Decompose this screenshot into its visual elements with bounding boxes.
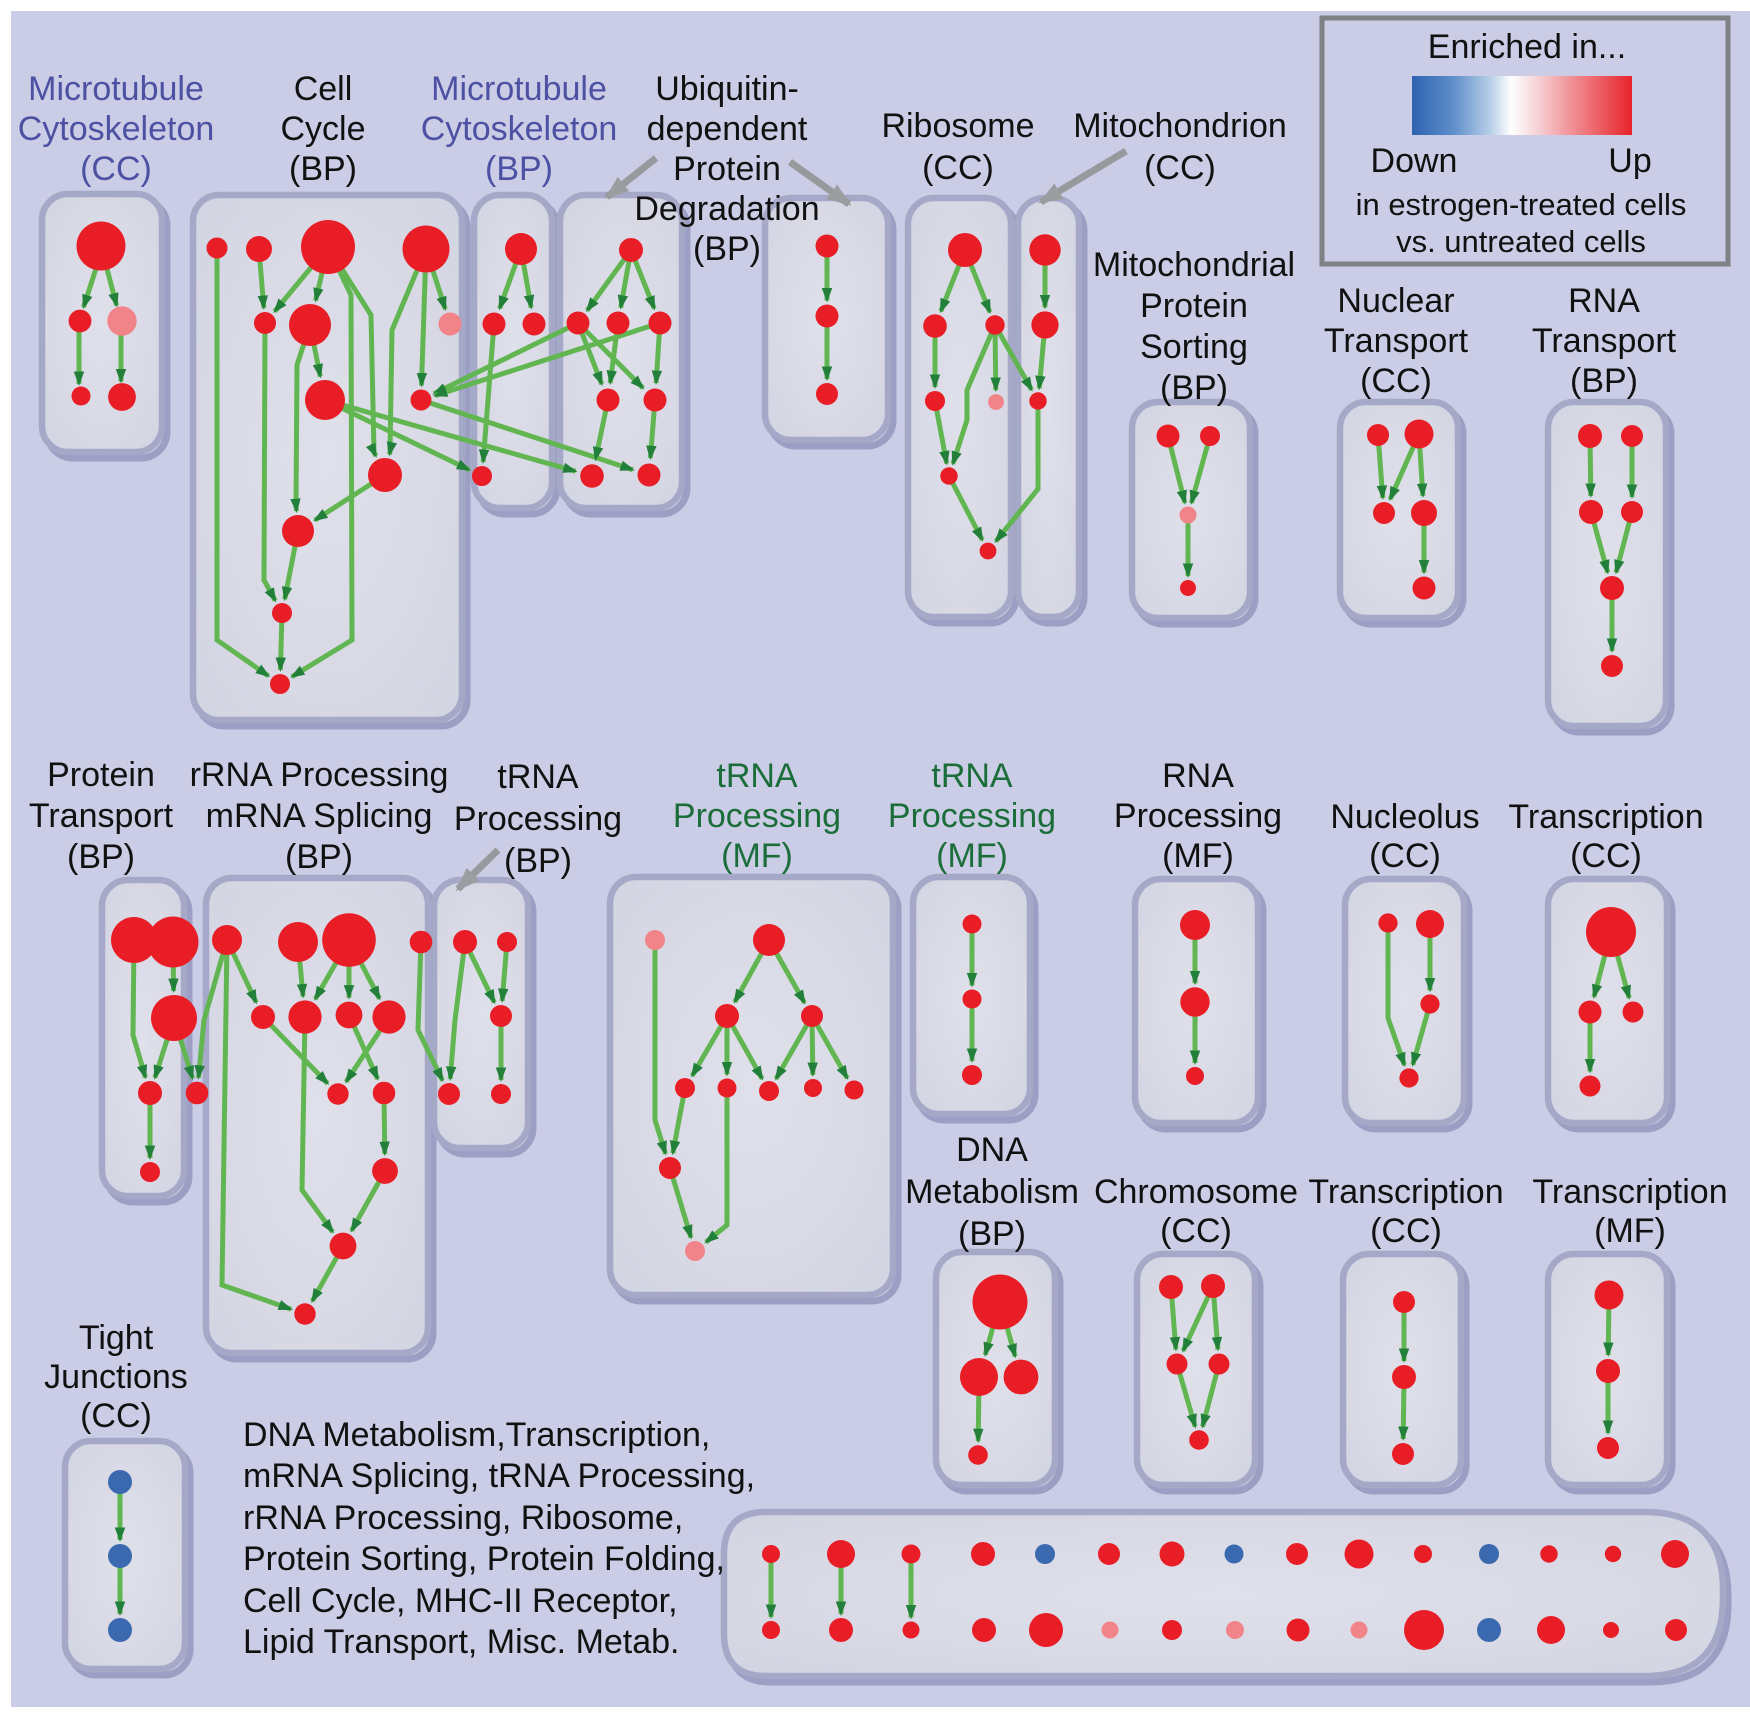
svg-text:RNA: RNA (1162, 757, 1234, 795)
svg-text:Nucleolus: Nucleolus (1330, 798, 1479, 836)
svg-text:(MF): (MF) (1594, 1212, 1666, 1250)
svg-text:(BP): (BP) (1160, 369, 1228, 407)
svg-text:Junctions: Junctions (44, 1358, 188, 1396)
svg-text:Cell: Cell (294, 70, 353, 108)
svg-text:Microtubule: Microtubule (28, 70, 204, 108)
svg-text:(MF): (MF) (1162, 837, 1234, 875)
svg-text:(BP): (BP) (289, 150, 357, 188)
svg-text:(CC): (CC) (1370, 1212, 1442, 1250)
svg-text:DNA: DNA (956, 1131, 1028, 1169)
svg-text:Processing: Processing (1114, 797, 1282, 835)
svg-text:tRNA: tRNA (497, 758, 579, 796)
svg-text:(CC): (CC) (1160, 1212, 1232, 1250)
svg-text:Transport: Transport (29, 797, 174, 835)
svg-text:Processing: Processing (888, 797, 1056, 835)
svg-text:Cell Cycle, MHC-II Receptor,: Cell Cycle, MHC-II Receptor, (243, 1582, 678, 1620)
svg-text:(BP): (BP) (1570, 362, 1638, 400)
svg-text:(CC): (CC) (922, 149, 994, 187)
svg-text:mRNA Splicing, tRNA Processing: mRNA Splicing, tRNA Processing, (243, 1457, 755, 1495)
svg-text:tRNA: tRNA (716, 757, 798, 795)
svg-text:Lipid Transport, Misc. Metab.: Lipid Transport, Misc. Metab. (243, 1623, 680, 1661)
svg-text:DNA Metabolism,Transcription,: DNA Metabolism,Transcription, (243, 1416, 710, 1454)
svg-text:Protein: Protein (1140, 287, 1248, 325)
svg-text:Processing: Processing (454, 800, 622, 838)
svg-text:(CC): (CC) (80, 1397, 152, 1435)
svg-text:(BP): (BP) (958, 1215, 1026, 1253)
svg-text:rRNA Processing: rRNA Processing (190, 756, 449, 794)
svg-text:Processing: Processing (673, 797, 841, 835)
svg-text:Tight: Tight (79, 1319, 154, 1357)
svg-text:Cytoskeleton: Cytoskeleton (421, 110, 618, 148)
svg-text:vs. untreated cells: vs. untreated cells (1396, 224, 1646, 259)
svg-text:(BP): (BP) (485, 150, 553, 188)
svg-text:Transcription: Transcription (1532, 1173, 1727, 1211)
svg-text:Up: Up (1608, 142, 1651, 180)
svg-text:Mitochondrion: Mitochondrion (1073, 107, 1287, 145)
svg-text:Down: Down (1371, 142, 1458, 180)
svg-text:Degradation: Degradation (634, 190, 819, 228)
svg-text:(BP): (BP) (285, 838, 353, 876)
svg-text:Microtubule: Microtubule (431, 70, 607, 108)
svg-text:(BP): (BP) (504, 842, 572, 880)
svg-text:Transcription: Transcription (1308, 1173, 1503, 1211)
svg-text:Transport: Transport (1532, 322, 1677, 360)
svg-text:(CC): (CC) (1369, 837, 1441, 875)
svg-text:Transcription: Transcription (1508, 798, 1703, 836)
svg-text:Metabolism: Metabolism (905, 1173, 1079, 1211)
svg-text:rRNA Processing, Ribosome,: rRNA Processing, Ribosome, (243, 1499, 683, 1537)
svg-text:Transport: Transport (1324, 322, 1469, 360)
svg-text:tRNA: tRNA (931, 757, 1013, 795)
svg-text:(BP): (BP) (693, 230, 761, 268)
svg-text:Enriched in...: Enriched in... (1428, 28, 1626, 66)
svg-text:Protein: Protein (47, 756, 155, 794)
svg-text:Nuclear: Nuclear (1337, 282, 1454, 320)
svg-text:Ribosome: Ribosome (881, 107, 1034, 145)
svg-text:Ubiquitin-: Ubiquitin- (655, 70, 799, 108)
svg-text:Sorting: Sorting (1140, 328, 1248, 366)
svg-text:(MF): (MF) (721, 837, 793, 875)
svg-text:Protein Sorting, Protein Foldi: Protein Sorting, Protein Folding, (243, 1540, 725, 1578)
svg-text:Cytoskeleton: Cytoskeleton (18, 110, 215, 148)
svg-text:(CC): (CC) (1360, 362, 1432, 400)
svg-text:(BP): (BP) (67, 838, 135, 876)
svg-text:(CC): (CC) (80, 150, 152, 188)
svg-text:(CC): (CC) (1144, 149, 1216, 187)
svg-text:RNA: RNA (1568, 282, 1640, 320)
svg-text:in estrogen-treated cells: in estrogen-treated cells (1356, 187, 1687, 222)
svg-text:dependent: dependent (647, 110, 808, 148)
svg-text:mRNA Splicing: mRNA Splicing (206, 797, 433, 835)
svg-text:(MF): (MF) (936, 837, 1008, 875)
svg-text:Cycle: Cycle (280, 110, 365, 148)
svg-text:Protein: Protein (673, 150, 781, 188)
svg-text:Chromosome: Chromosome (1094, 1173, 1298, 1211)
svg-text:(CC): (CC) (1570, 837, 1642, 875)
svg-text:Mitochondrial: Mitochondrial (1093, 246, 1295, 284)
